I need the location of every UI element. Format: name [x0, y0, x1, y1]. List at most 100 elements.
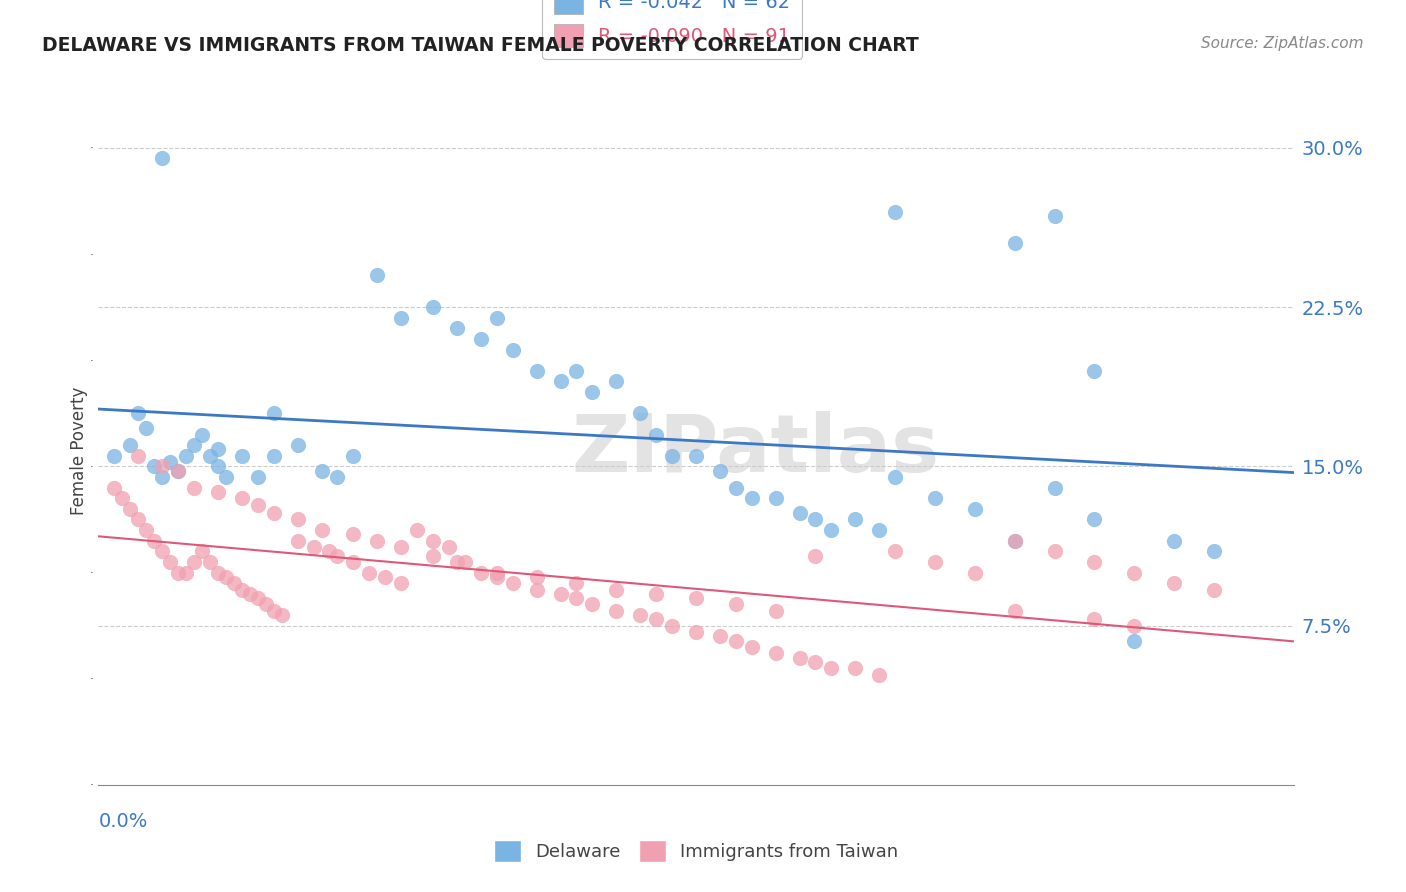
- Point: [389, 310, 412, 325]
- Point: [1004, 533, 1026, 548]
- Point: [1163, 576, 1185, 591]
- Point: [159, 455, 181, 469]
- Point: [470, 566, 492, 580]
- Point: [924, 555, 946, 569]
- Point: [150, 459, 173, 474]
- Point: [789, 506, 811, 520]
- Point: [1083, 612, 1105, 626]
- Point: [685, 591, 707, 605]
- Point: [231, 582, 253, 597]
- Point: [485, 310, 508, 325]
- Point: [183, 438, 205, 452]
- Point: [628, 406, 651, 420]
- Point: [318, 544, 340, 558]
- Point: [326, 549, 349, 563]
- Point: [127, 449, 149, 463]
- Point: [661, 618, 683, 632]
- Point: [685, 449, 707, 463]
- Text: DELAWARE VS IMMIGRANTS FROM TAIWAN FEMALE POVERTY CORRELATION CHART: DELAWARE VS IMMIGRANTS FROM TAIWAN FEMAL…: [42, 36, 920, 54]
- Point: [150, 152, 173, 166]
- Point: [550, 587, 572, 601]
- Point: [502, 343, 524, 357]
- Point: [311, 464, 333, 478]
- Point: [526, 364, 548, 378]
- Point: [150, 470, 173, 484]
- Point: [326, 470, 349, 484]
- Point: [868, 523, 890, 537]
- Point: [167, 464, 190, 478]
- Point: [454, 555, 477, 569]
- Point: [565, 364, 588, 378]
- Point: [565, 576, 588, 591]
- Point: [287, 533, 309, 548]
- Point: [174, 566, 197, 580]
- Point: [628, 608, 651, 623]
- Point: [342, 449, 364, 463]
- Point: [198, 449, 221, 463]
- Point: [231, 449, 253, 463]
- Point: [1083, 364, 1105, 378]
- Point: [724, 598, 747, 612]
- Point: [765, 604, 787, 618]
- Point: [446, 321, 468, 335]
- Point: [765, 491, 787, 506]
- Point: [174, 449, 197, 463]
- Point: [1043, 544, 1066, 558]
- Point: [661, 449, 683, 463]
- Point: [963, 566, 986, 580]
- Point: [366, 268, 388, 283]
- Point: [143, 533, 166, 548]
- Point: [804, 512, 827, 526]
- Point: [844, 661, 866, 675]
- Point: [1004, 604, 1026, 618]
- Point: [389, 540, 412, 554]
- Point: [741, 640, 763, 654]
- Point: [437, 540, 460, 554]
- Point: [167, 464, 190, 478]
- Point: [191, 544, 214, 558]
- Point: [605, 604, 627, 618]
- Point: [1083, 555, 1105, 569]
- Point: [709, 464, 731, 478]
- Point: [183, 555, 205, 569]
- Point: [963, 501, 986, 516]
- Point: [287, 512, 309, 526]
- Point: [1123, 566, 1146, 580]
- Point: [884, 544, 907, 558]
- Point: [359, 566, 381, 580]
- Point: [263, 506, 285, 520]
- Point: [311, 523, 333, 537]
- Point: [605, 582, 627, 597]
- Y-axis label: Female Poverty: Female Poverty: [70, 386, 89, 515]
- Point: [191, 427, 214, 442]
- Point: [470, 332, 492, 346]
- Point: [645, 612, 668, 626]
- Point: [207, 459, 229, 474]
- Point: [422, 533, 444, 548]
- Point: [502, 576, 524, 591]
- Point: [150, 544, 173, 558]
- Point: [127, 406, 149, 420]
- Point: [389, 576, 412, 591]
- Point: [581, 385, 603, 400]
- Point: [254, 598, 277, 612]
- Point: [1163, 533, 1185, 548]
- Point: [724, 481, 747, 495]
- Point: [526, 570, 548, 584]
- Point: [709, 629, 731, 643]
- Point: [820, 523, 842, 537]
- Text: 0.0%: 0.0%: [98, 812, 148, 830]
- Point: [263, 604, 285, 618]
- Point: [565, 591, 588, 605]
- Point: [207, 442, 229, 457]
- Point: [167, 566, 190, 580]
- Point: [159, 555, 181, 569]
- Point: [1202, 544, 1225, 558]
- Text: ZIPatlas: ZIPatlas: [572, 411, 939, 490]
- Point: [239, 587, 262, 601]
- Point: [263, 449, 285, 463]
- Point: [302, 540, 325, 554]
- Point: [645, 587, 668, 601]
- Point: [581, 598, 603, 612]
- Point: [1004, 533, 1026, 548]
